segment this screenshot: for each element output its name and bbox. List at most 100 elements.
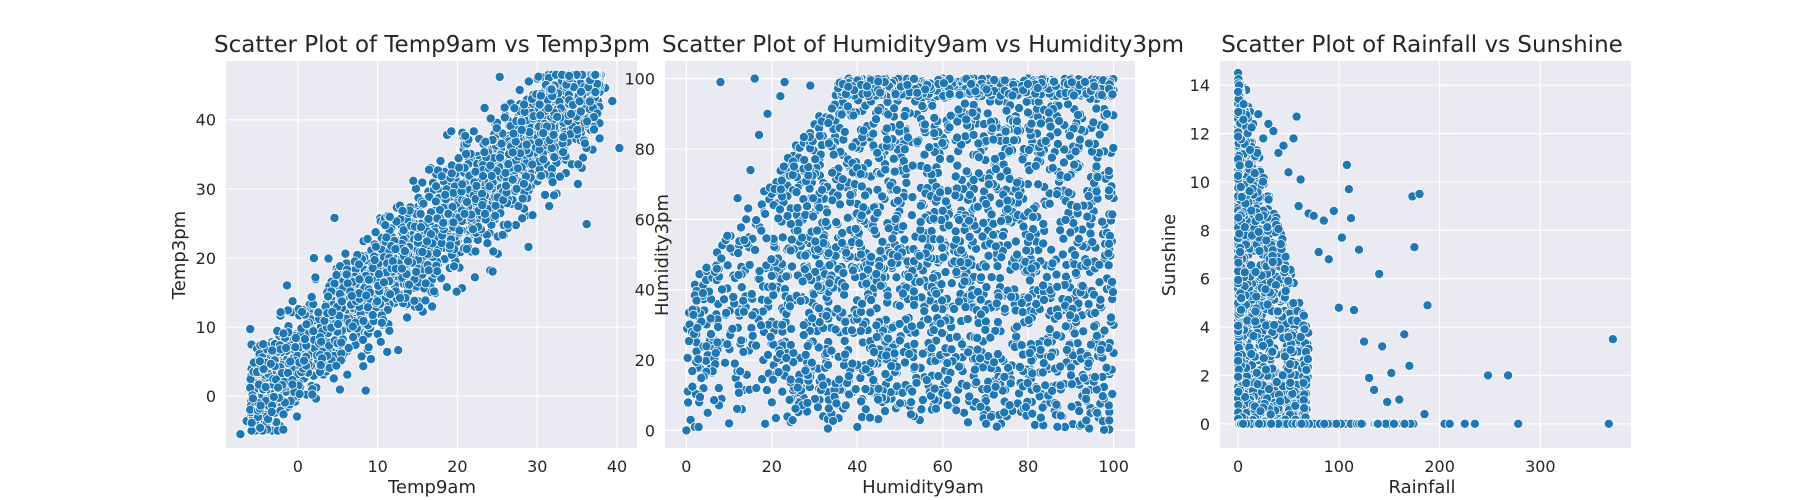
scatter-point: [882, 290, 893, 301]
scatter-point: [856, 210, 867, 221]
scatter-point: [275, 307, 286, 318]
scatter-point: [440, 189, 451, 200]
scatter-point: [1058, 233, 1069, 244]
scatter-point: [768, 290, 779, 301]
scatter-point: [800, 365, 811, 376]
scatter-point: [328, 373, 339, 384]
scatter-point: [413, 232, 424, 243]
scatter-point: [964, 391, 975, 402]
scatter-point: [1057, 249, 1068, 260]
scatter-point: [527, 159, 538, 170]
scatter-point: [785, 245, 796, 256]
scatter-point: [296, 306, 307, 317]
x-tick-label: 10: [367, 457, 387, 476]
scatter-point: [732, 403, 743, 414]
scatter-point: [834, 374, 845, 385]
scatter-point: [260, 382, 271, 393]
scatter-point: [775, 91, 786, 102]
scatter-point: [950, 226, 961, 237]
scatter-point: [907, 160, 918, 171]
scatter-point: [544, 201, 555, 212]
scatter-point: [1051, 330, 1062, 341]
scatter-point: [850, 384, 861, 395]
scatter-point: [766, 270, 777, 281]
scatter-point: [777, 319, 788, 330]
scatter-point: [915, 216, 926, 227]
scatter-point: [536, 170, 547, 181]
scatter-point: [1035, 344, 1046, 355]
scatter-point: [315, 360, 326, 371]
scatter-point: [518, 178, 529, 189]
scatter-point: [448, 261, 459, 272]
scatter-point: [826, 103, 837, 114]
scatter-point: [899, 234, 910, 245]
scatter-point: [991, 298, 1002, 309]
scatter-point: [786, 234, 797, 245]
scatter-point: [738, 295, 749, 306]
scatter-point: [1091, 103, 1102, 114]
scatter-point: [308, 253, 319, 264]
scatter-point: [850, 223, 861, 234]
scatter-point: [799, 154, 810, 165]
scatter-point: [1069, 159, 1080, 170]
scatter-point: [1094, 129, 1105, 140]
scatter-point: [779, 77, 790, 88]
scatter-point: [938, 252, 949, 263]
scatter-point: [839, 335, 850, 346]
scatter-point: [1060, 271, 1071, 282]
scatter-point: [301, 319, 312, 330]
scatter-point: [376, 317, 387, 328]
scatter-point: [969, 364, 980, 375]
scatter-point: [1011, 331, 1022, 342]
y-tick-label: 10: [196, 318, 216, 337]
scatter-point: [739, 235, 750, 246]
scatter-point: [1063, 187, 1074, 198]
scatter-point: [894, 119, 905, 130]
scatter-point: [720, 357, 731, 368]
scatter-point: [1055, 225, 1066, 236]
scatter-point: [1009, 135, 1020, 146]
scatter-point: [267, 345, 278, 356]
scatter-point: [1047, 385, 1058, 396]
scatter-point: [760, 418, 771, 429]
scatter-point: [460, 148, 471, 159]
scatter-point: [1010, 261, 1021, 272]
scatter-point: [846, 325, 857, 336]
scatter-point: [572, 124, 583, 135]
scatter-point: [912, 136, 923, 147]
scatter-point: [566, 109, 577, 120]
scatter-point: [858, 125, 869, 136]
scatter-point: [855, 169, 866, 180]
scatter-point: [1097, 216, 1108, 227]
scatter-point: [765, 331, 776, 342]
scatter-point: [533, 137, 544, 148]
scatter-point: [889, 166, 900, 177]
scatter-point: [988, 134, 999, 145]
scatter-point: [817, 184, 828, 195]
scatter-point: [533, 71, 544, 82]
scatter-point: [278, 424, 289, 435]
scatter-point: [799, 264, 810, 275]
scatter-point: [1013, 190, 1024, 201]
scatter-point: [733, 387, 744, 398]
scatter-point: [403, 279, 414, 290]
scatter-point: [1033, 179, 1044, 190]
scatter-point: [1103, 248, 1114, 259]
scatter-point: [461, 196, 472, 207]
scatter-point: [894, 318, 905, 329]
scatter-point: [951, 395, 962, 406]
scatter-point: [1101, 362, 1112, 373]
scatter-point: [420, 278, 431, 289]
scatter-point: [1036, 118, 1047, 129]
scatter-point: [798, 330, 809, 341]
scatter-point: [787, 261, 798, 272]
scatter-point: [770, 413, 781, 424]
scatter-point: [840, 400, 851, 411]
scatter-point: [1005, 378, 1016, 389]
scatter-point: [342, 369, 353, 380]
scatter-point: [722, 339, 733, 350]
scatter-point: [370, 241, 381, 252]
scatter-point: [523, 241, 534, 252]
scatter-point: [1062, 172, 1073, 183]
x-axis-label: Temp9am: [387, 477, 476, 498]
